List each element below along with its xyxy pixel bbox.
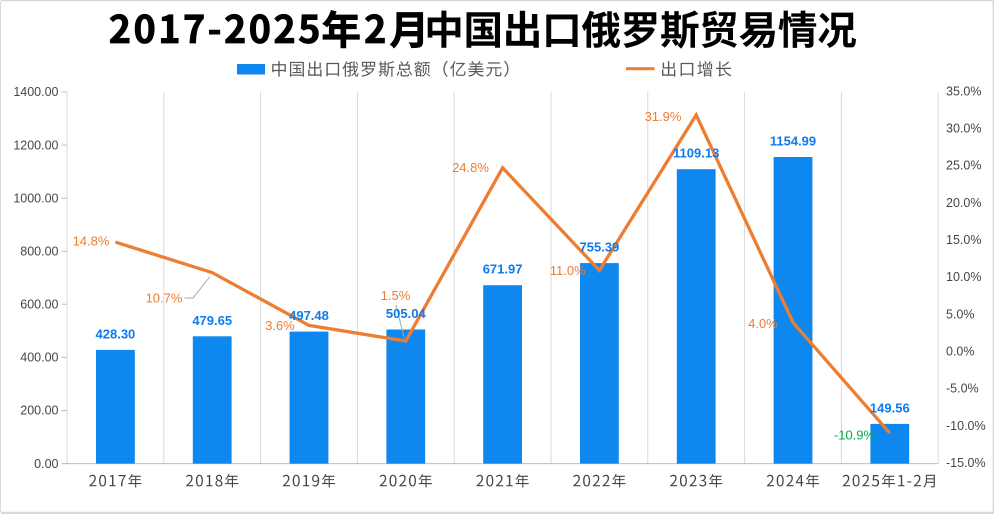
svg-text:1.5%: 1.5% bbox=[381, 288, 411, 303]
svg-text:0.00: 0.00 bbox=[34, 457, 58, 471]
svg-text:24.8%: 24.8% bbox=[452, 160, 489, 175]
svg-text:149.56: 149.56 bbox=[870, 400, 910, 415]
svg-text:479.65: 479.65 bbox=[192, 313, 232, 328]
svg-text:600.00: 600.00 bbox=[20, 298, 58, 312]
svg-text:497.48: 497.48 bbox=[289, 308, 329, 323]
svg-text:25.0%: 25.0% bbox=[946, 159, 981, 173]
svg-text:0.0%: 0.0% bbox=[946, 345, 975, 359]
svg-text:671.97: 671.97 bbox=[483, 262, 523, 277]
svg-text:35.0%: 35.0% bbox=[946, 84, 981, 98]
svg-text:10.7%: 10.7% bbox=[146, 291, 183, 306]
svg-text:-10.9%: -10.9% bbox=[834, 427, 876, 442]
svg-text:4.0%: 4.0% bbox=[748, 316, 778, 331]
svg-text:20.0%: 20.0% bbox=[946, 196, 981, 210]
svg-text:1154.99: 1154.99 bbox=[770, 134, 816, 149]
svg-text:10.0%: 10.0% bbox=[946, 270, 981, 284]
svg-text:1400.00: 1400.00 bbox=[13, 85, 58, 99]
svg-text:30.0%: 30.0% bbox=[946, 122, 981, 136]
svg-text:-5.0%: -5.0% bbox=[946, 382, 979, 396]
svg-text:1200.00: 1200.00 bbox=[13, 138, 58, 152]
svg-text:15.0%: 15.0% bbox=[946, 233, 981, 247]
svg-text:428.30: 428.30 bbox=[96, 326, 136, 341]
svg-text:755.39: 755.39 bbox=[580, 240, 620, 255]
svg-text:5.0%: 5.0% bbox=[946, 307, 975, 321]
svg-text:505.04: 505.04 bbox=[386, 306, 427, 321]
svg-text:-15.0%: -15.0% bbox=[946, 456, 986, 470]
svg-text:200.00: 200.00 bbox=[20, 404, 58, 418]
svg-text:14.8%: 14.8% bbox=[73, 233, 110, 248]
svg-text:1000.00: 1000.00 bbox=[13, 191, 58, 205]
svg-text:800.00: 800.00 bbox=[20, 245, 58, 259]
svg-text:400.00: 400.00 bbox=[20, 351, 58, 365]
svg-text:11.0%: 11.0% bbox=[550, 263, 586, 278]
svg-text:31.9%: 31.9% bbox=[645, 109, 682, 124]
svg-text:-10.0%: -10.0% bbox=[946, 419, 986, 433]
svg-text:1109.13: 1109.13 bbox=[673, 146, 719, 161]
svg-text:3.6%: 3.6% bbox=[265, 318, 295, 333]
